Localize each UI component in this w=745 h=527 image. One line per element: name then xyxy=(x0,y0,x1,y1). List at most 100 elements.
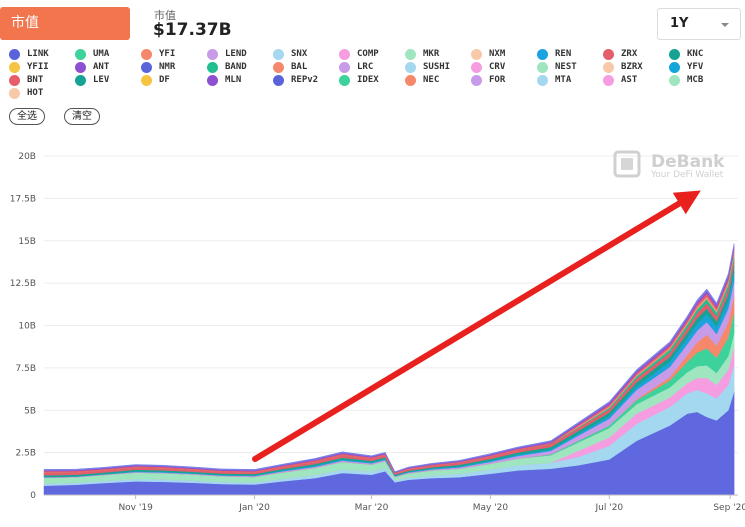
legend-dot-icon xyxy=(9,88,20,99)
x-tick-label: Jan '20 xyxy=(238,503,270,513)
x-axis: Nov '19 Jan '20 Mar '20 May '20 Jul '20 Sep '… xyxy=(44,494,745,513)
area-nmr xyxy=(43,243,735,473)
legend-label: MTA xyxy=(555,75,572,85)
legend-label: COMP xyxy=(357,49,379,59)
legend-label: YFII xyxy=(27,62,49,72)
time-range-select[interactable]: 1Y xyxy=(657,8,741,40)
legend-dot-icon xyxy=(471,49,482,60)
y-tick-label: 15B xyxy=(18,237,36,247)
stacked-area-chart: 0 2.5B 5B 7.5B 10B 12.5B 15B 17.5B 20B Nov '19 Ja… xyxy=(10,150,745,513)
legend-dot-icon xyxy=(603,62,614,73)
legend-label: YFI xyxy=(159,49,176,59)
x-tick-label: Sep '20 xyxy=(713,503,745,513)
clear-button[interactable]: 清空 xyxy=(64,108,100,125)
legend-label: UMA xyxy=(93,49,110,59)
legend-dot-icon xyxy=(75,75,86,86)
legend-dot-icon xyxy=(9,75,20,86)
legend-dot-icon xyxy=(207,75,218,86)
legend-label: KNC xyxy=(687,49,704,59)
watermark-tagline: Your DeFi Wallet xyxy=(650,170,724,180)
select-all-button[interactable]: 全选 xyxy=(9,108,45,125)
x-tick-label: Nov '19 xyxy=(118,503,153,513)
chevron-down-icon xyxy=(721,23,729,27)
summary-value: $17.37B xyxy=(153,20,232,40)
y-tick-label: 0 xyxy=(30,491,36,501)
x-tick-label: May '20 xyxy=(473,503,509,513)
y-tick-label: 17.5B xyxy=(10,194,36,204)
legend-label: AST xyxy=(621,75,638,85)
y-tick-label: 2.5B xyxy=(16,449,37,459)
legend-dot-icon xyxy=(405,62,416,73)
legend-dot-icon xyxy=(207,49,218,60)
legend-label: SUSHI xyxy=(423,62,451,72)
legend-dot-icon xyxy=(603,49,614,60)
market-cap-tab[interactable]: 市值 xyxy=(0,7,130,40)
legend-label: NEST xyxy=(555,62,577,72)
legend-label: NXM xyxy=(489,49,506,59)
legend-dot-icon xyxy=(339,62,350,73)
debank-watermark: DeBank Your DeFi Wallet xyxy=(613,150,725,180)
x-tick-label: Mar '20 xyxy=(355,503,389,513)
legend-label: NMR xyxy=(159,62,176,72)
legend-dot-icon xyxy=(9,62,20,73)
legend-dot-icon xyxy=(471,62,482,73)
y-tick-label: 7.5B xyxy=(16,364,37,374)
legend-label: ANT xyxy=(93,62,110,72)
x-tick-label: Jul '20 xyxy=(595,503,624,513)
legend-label: LRC xyxy=(357,62,374,72)
legend-label: SNX xyxy=(291,49,308,59)
legend-label: FOR xyxy=(489,75,506,85)
watermark-brand: DeBank xyxy=(651,152,725,172)
legend-dot-icon xyxy=(9,49,20,60)
legend-label: HOT xyxy=(27,88,44,98)
y-tick-label: 10B xyxy=(18,322,36,332)
legend-label: IDEX xyxy=(357,75,379,85)
legend-label: CRV xyxy=(489,62,506,72)
legend-dot-icon xyxy=(141,62,152,73)
legend-label: NEC xyxy=(423,75,440,85)
legend-dot-icon xyxy=(75,62,86,73)
legend-label: BAND xyxy=(225,62,247,72)
y-tick-label: 20B xyxy=(18,152,36,162)
time-range-value: 1Y xyxy=(670,16,689,31)
legend-dot-icon xyxy=(273,75,284,86)
legend-label: BZRX xyxy=(621,62,643,72)
y-tick-label: 5B xyxy=(24,406,36,416)
legend-dot-icon xyxy=(339,49,350,60)
legend-label: DF xyxy=(159,75,170,85)
legend-dot-icon xyxy=(405,75,416,86)
legend-label: MKR xyxy=(423,49,440,59)
legend-label: REPv2 xyxy=(291,75,319,85)
legend-label: LEND xyxy=(225,49,247,59)
legend-dot-icon xyxy=(141,75,152,86)
legend-dot-icon xyxy=(537,49,548,60)
legend-dot-icon xyxy=(75,49,86,60)
legend-label: MLN xyxy=(225,75,242,85)
legend-label: LEV xyxy=(93,75,110,85)
debank-logo-icon xyxy=(613,150,641,178)
legend-dot-icon xyxy=(339,75,350,86)
legend-dot-icon xyxy=(537,75,548,86)
legend-label: YFV xyxy=(687,62,704,72)
legend-dot-icon xyxy=(405,49,416,60)
y-axis: 0 2.5B 5B 7.5B 10B 12.5B 15B 17.5B 20B xyxy=(10,152,36,501)
legend-dot-icon xyxy=(273,62,284,73)
trend-arrow xyxy=(252,190,701,462)
legend-label: BAL xyxy=(291,62,308,72)
legend-dot-icon xyxy=(669,75,680,86)
legend-label: MCB xyxy=(687,75,704,85)
legend-label: LINK xyxy=(27,49,49,59)
legend-dot-icon xyxy=(471,75,482,86)
legend-dot-icon xyxy=(141,49,152,60)
legend-dot-icon xyxy=(669,49,680,60)
summary-label: 市值 xyxy=(154,9,176,22)
y-tick-label: 12.5B xyxy=(10,279,36,289)
legend-dot-icon xyxy=(669,62,680,73)
legend-dot-icon xyxy=(537,62,548,73)
legend-label: BNT xyxy=(27,75,44,85)
legend-label: ZRX xyxy=(621,49,638,59)
area-series xyxy=(43,243,735,496)
legend-label: REN xyxy=(555,49,572,59)
legend-dot-icon xyxy=(207,62,218,73)
legend-dot-icon xyxy=(603,75,614,86)
